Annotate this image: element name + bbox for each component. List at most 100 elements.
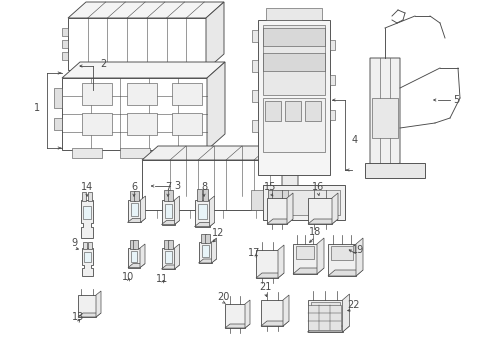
Polygon shape bbox=[174, 196, 179, 225]
Text: 14: 14 bbox=[81, 182, 93, 192]
Text: 16: 16 bbox=[311, 182, 324, 192]
Bar bbox=[129, 191, 134, 201]
Polygon shape bbox=[282, 146, 297, 210]
Bar bbox=[263, 28, 325, 46]
Polygon shape bbox=[369, 58, 399, 173]
Polygon shape bbox=[128, 248, 140, 267]
Bar bbox=[251, 30, 258, 42]
Text: 13: 13 bbox=[72, 312, 84, 322]
Text: 2: 2 bbox=[100, 59, 106, 69]
Polygon shape bbox=[307, 219, 337, 224]
Bar bbox=[133, 240, 138, 248]
Bar bbox=[329, 40, 334, 50]
Polygon shape bbox=[68, 18, 205, 70]
Polygon shape bbox=[142, 160, 282, 210]
Polygon shape bbox=[127, 219, 145, 222]
Bar bbox=[82, 83, 112, 105]
Bar bbox=[83, 252, 90, 262]
Bar bbox=[83, 206, 91, 219]
Bar bbox=[82, 192, 86, 201]
Bar bbox=[54, 88, 62, 108]
Bar bbox=[163, 240, 168, 249]
Bar bbox=[120, 148, 150, 158]
Polygon shape bbox=[292, 268, 324, 274]
Polygon shape bbox=[140, 196, 145, 222]
Polygon shape bbox=[205, 2, 224, 70]
Bar bbox=[258, 20, 329, 175]
Text: 18: 18 bbox=[308, 227, 321, 237]
Polygon shape bbox=[161, 265, 179, 269]
Bar bbox=[62, 52, 68, 60]
Polygon shape bbox=[244, 300, 249, 328]
Bar bbox=[263, 98, 325, 152]
Polygon shape bbox=[224, 324, 249, 328]
Polygon shape bbox=[327, 244, 355, 276]
Bar bbox=[267, 190, 287, 215]
Text: 17: 17 bbox=[247, 248, 260, 258]
Bar bbox=[130, 203, 137, 216]
Bar bbox=[127, 83, 157, 105]
Bar bbox=[204, 234, 209, 243]
Text: 5: 5 bbox=[452, 95, 458, 105]
Text: 9: 9 bbox=[71, 238, 77, 248]
Text: 3: 3 bbox=[174, 181, 180, 191]
Polygon shape bbox=[96, 291, 101, 317]
Bar bbox=[371, 98, 397, 138]
Polygon shape bbox=[364, 163, 424, 178]
Bar bbox=[264, 100, 281, 121]
Text: 6: 6 bbox=[131, 182, 137, 192]
Polygon shape bbox=[316, 238, 324, 274]
Bar bbox=[82, 242, 86, 248]
Bar bbox=[305, 100, 320, 121]
Bar bbox=[265, 8, 321, 20]
Bar bbox=[200, 234, 205, 243]
Text: 15: 15 bbox=[263, 182, 276, 192]
Polygon shape bbox=[266, 198, 286, 224]
Polygon shape bbox=[62, 78, 206, 150]
Polygon shape bbox=[307, 326, 349, 332]
Bar bbox=[62, 40, 68, 48]
Bar bbox=[82, 113, 112, 135]
Bar bbox=[267, 190, 339, 215]
Bar bbox=[263, 25, 325, 95]
Polygon shape bbox=[261, 300, 283, 326]
Bar bbox=[172, 83, 202, 105]
Polygon shape bbox=[261, 321, 288, 326]
Bar bbox=[164, 251, 171, 263]
Bar bbox=[197, 204, 206, 219]
Polygon shape bbox=[81, 200, 93, 238]
Bar bbox=[167, 190, 172, 201]
Polygon shape bbox=[78, 313, 101, 317]
Polygon shape bbox=[292, 244, 316, 274]
Polygon shape bbox=[307, 198, 331, 224]
Bar bbox=[251, 60, 258, 72]
Bar bbox=[130, 240, 135, 248]
Polygon shape bbox=[142, 146, 297, 160]
Bar bbox=[202, 189, 207, 201]
Polygon shape bbox=[283, 295, 288, 326]
Polygon shape bbox=[194, 200, 209, 226]
Polygon shape bbox=[206, 62, 224, 150]
Polygon shape bbox=[327, 270, 362, 276]
Bar bbox=[167, 240, 172, 249]
Bar bbox=[329, 75, 334, 85]
Bar bbox=[54, 118, 62, 130]
Text: 8: 8 bbox=[201, 182, 206, 192]
Text: 7: 7 bbox=[164, 182, 171, 192]
Bar bbox=[196, 189, 201, 201]
Polygon shape bbox=[127, 200, 140, 222]
Bar bbox=[172, 113, 202, 135]
Polygon shape bbox=[224, 304, 244, 328]
Polygon shape bbox=[198, 259, 216, 263]
Polygon shape bbox=[161, 200, 174, 225]
Text: 21: 21 bbox=[258, 282, 271, 292]
Bar bbox=[263, 53, 325, 71]
Polygon shape bbox=[174, 244, 179, 269]
Text: 20: 20 bbox=[216, 292, 229, 302]
Polygon shape bbox=[331, 193, 337, 224]
Text: 11: 11 bbox=[156, 274, 168, 284]
Bar bbox=[127, 113, 157, 135]
Polygon shape bbox=[342, 294, 349, 332]
Bar bbox=[251, 120, 258, 132]
Polygon shape bbox=[278, 245, 284, 278]
